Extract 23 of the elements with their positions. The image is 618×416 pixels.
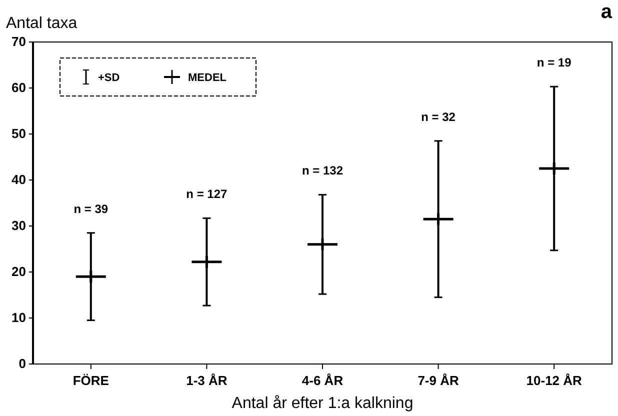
text: a [600, 1, 613, 23]
x-tick-label: 4-6 ÅR [302, 373, 344, 388]
y-tick-label: 60 [12, 80, 26, 96]
x-tick-label: 1-3 ÅR [186, 373, 228, 388]
x-tick-label: FÖRE [72, 373, 110, 388]
x-tick-label: 10-12 ÅR [526, 373, 583, 388]
annotation: n = 19 [536, 56, 572, 70]
x-axis-title: Antal år efter 1:a kalkning [232, 395, 414, 412]
x-tick-label: 7-9 ÅR [418, 373, 460, 388]
annotation: n = 39 [74, 202, 108, 216]
y-tick-label: 30 [12, 218, 26, 234]
y-tick-label: 70 [12, 34, 26, 50]
y-tick-label: 0 [18, 356, 26, 372]
legend-label: MEDEL [188, 72, 227, 84]
y-tick-label: 20 [12, 264, 26, 280]
y-axis-title: Antal taxa [6, 15, 78, 32]
annotation: +SD [98, 72, 120, 84]
annotation: n = 32 [421, 110, 456, 124]
y-tick-label: 10 [12, 310, 26, 326]
y-tick-label: 50 [12, 126, 26, 142]
annotation: n = 127 [186, 187, 228, 202]
annotation: n = 132 [302, 164, 344, 178]
y-tick-label: 40 [12, 172, 26, 188]
